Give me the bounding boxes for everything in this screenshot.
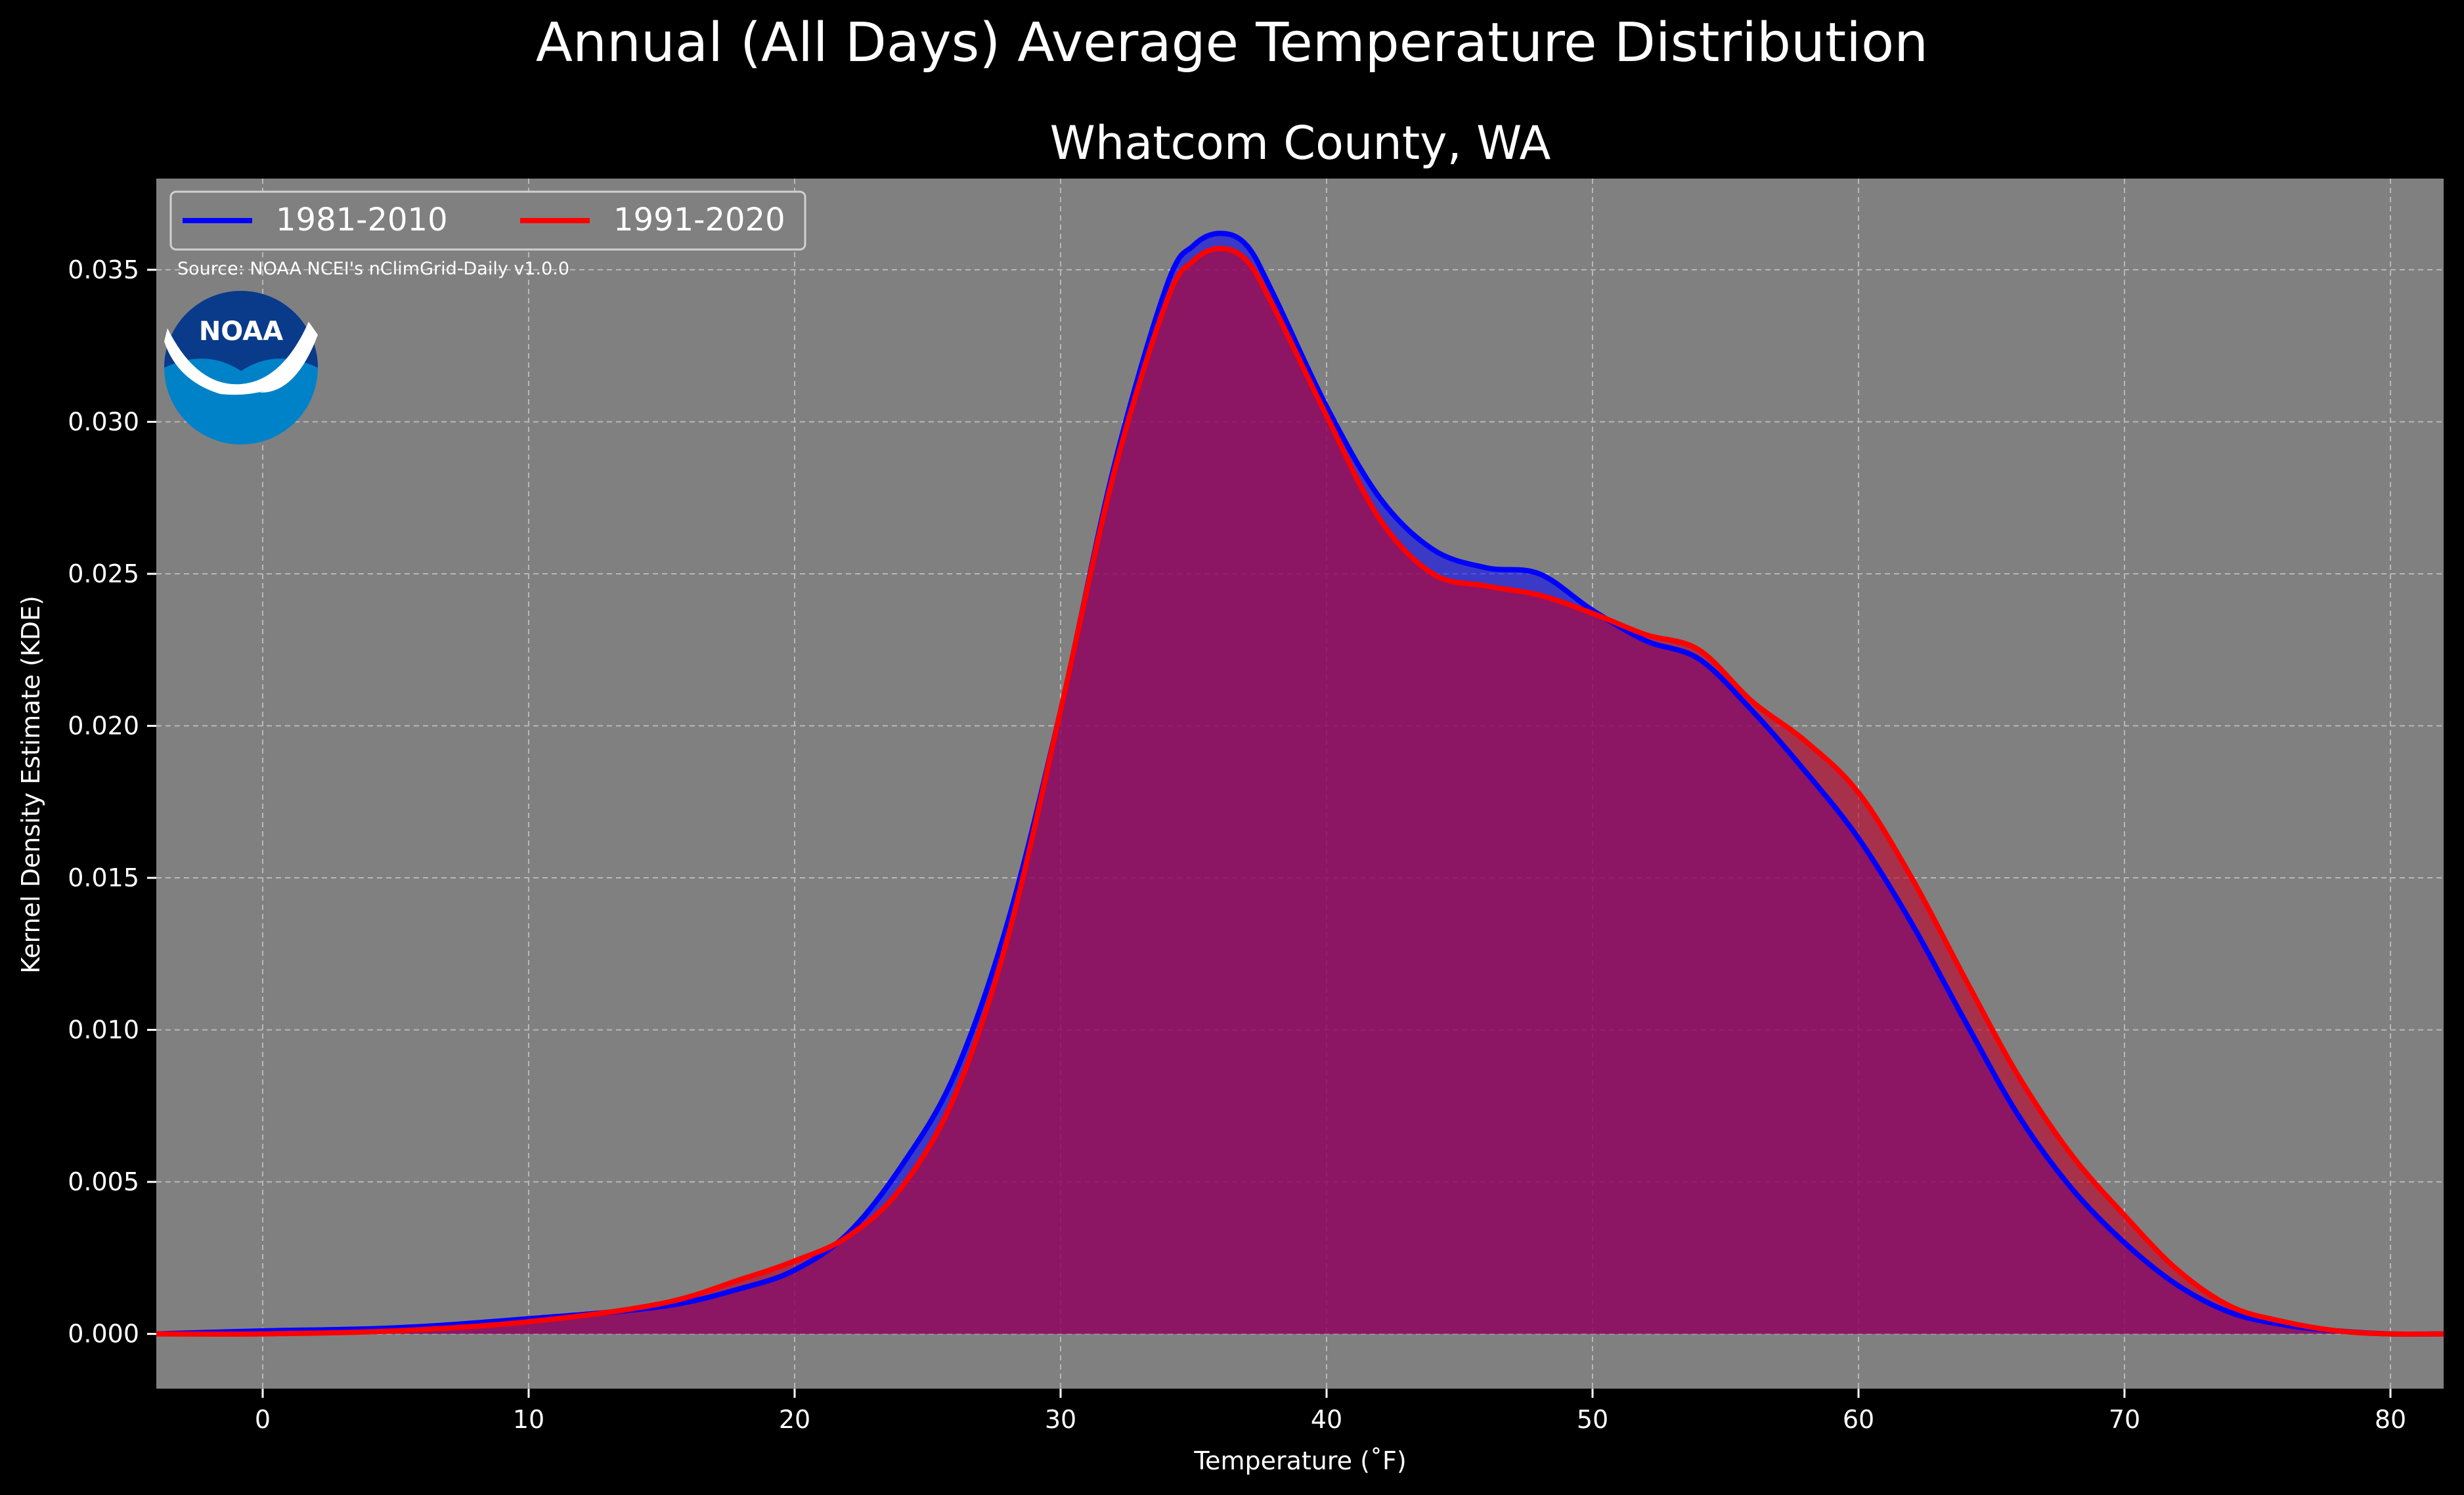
- x-tick-label: 40: [1311, 1405, 1342, 1434]
- y-tick-label: 0.020: [68, 712, 139, 741]
- x-tick-label: 20: [779, 1405, 810, 1434]
- noaa-logo-text: NOAA: [199, 316, 283, 347]
- chart-title: Whatcom County, WA: [1050, 116, 1551, 170]
- area-1991-2020: [156, 248, 2444, 1334]
- x-axis: 0 10 20 30 40 50 60 70 80: [255, 1389, 2406, 1434]
- y-tick-label: 0.025: [68, 559, 139, 588]
- y-tick-label: 0.030: [68, 407, 139, 436]
- source-annotation: Source: NOAA NCEI's nClimGrid-Daily v1.0…: [177, 259, 569, 279]
- x-tick-label: 60: [1843, 1405, 1874, 1434]
- line-1991-2020: [156, 246, 2444, 1337]
- x-tick-label: 10: [513, 1405, 544, 1434]
- noaa-logo: NOAA: [164, 291, 318, 444]
- y-tick-label: 0.005: [68, 1167, 139, 1196]
- y-axis-label: Kernel Density Estimate (KDE): [16, 596, 45, 974]
- line-1981-2010: [156, 230, 2444, 1337]
- legend-label-1981-2010: 1981-2010: [276, 202, 448, 238]
- y-axis: 0.000 0.005 0.010 0.015 0.020 0.025 0.030 0.035: [68, 255, 156, 1349]
- y-tick-label: 0.015: [68, 863, 139, 892]
- x-tick-label: 30: [1045, 1405, 1076, 1434]
- legend-label-1991-2020: 1991-2020: [613, 202, 785, 238]
- density-areas: [156, 233, 2444, 1334]
- x-tick-label: 80: [2375, 1405, 2406, 1434]
- density-lines: [156, 230, 2444, 1337]
- y-tick-label: 0.000: [68, 1320, 139, 1349]
- y-tick-label: 0.010: [68, 1016, 139, 1045]
- legend-box: [169, 190, 806, 251]
- x-tick-label: 0: [255, 1405, 271, 1434]
- x-axis-label: Temperature (˚F): [1193, 1446, 1406, 1475]
- legend: 1981-2010 1991-2020: [169, 190, 806, 251]
- x-tick-label: 70: [2109, 1405, 2140, 1434]
- x-tick-label: 50: [1577, 1405, 1608, 1434]
- figure-suptitle: Annual (All Days) Average Temperature Di…: [535, 12, 1929, 74]
- y-tick-label: 0.035: [68, 255, 139, 284]
